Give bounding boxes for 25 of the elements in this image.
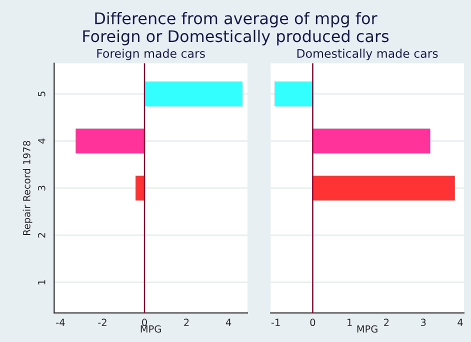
y-tick-label: 3 <box>38 186 46 190</box>
x-tick-label: 2 <box>184 318 189 326</box>
y-tick-label: 2 <box>38 233 46 238</box>
x-axis-title: MPG <box>357 325 378 333</box>
chart-subtitle: Domestically made cars <box>297 48 438 60</box>
y-tick-label: 4 <box>38 138 46 144</box>
x-axis-title: MPG <box>140 325 161 333</box>
x-tick-label: 4 <box>226 318 232 326</box>
x-tick-label: 1 <box>348 318 352 326</box>
y-axis-title: Repair Record 1978 <box>22 140 32 235</box>
x-tick-label: -4 <box>56 318 65 326</box>
x-tick-label: 4 <box>458 318 463 326</box>
bar <box>312 128 430 154</box>
x-tick-label: -2 <box>98 318 106 326</box>
bar <box>274 82 314 106</box>
chart-subtitle: Foreign made cars <box>97 48 205 60</box>
x-tick-label: -1 <box>271 318 280 326</box>
x-tick-label: 2 <box>384 318 389 326</box>
x-tick-label: 0 <box>142 318 147 326</box>
x-tick-label: 3 <box>421 318 426 326</box>
y-tick-label: 1 <box>38 280 46 284</box>
x-tick-label: 0 <box>310 318 316 326</box>
y-tick-label: 5 <box>38 92 46 96</box>
chart-title: Difference from average of mpg for Foreign or Domestically produced cars <box>83 12 389 46</box>
bar <box>312 176 455 200</box>
